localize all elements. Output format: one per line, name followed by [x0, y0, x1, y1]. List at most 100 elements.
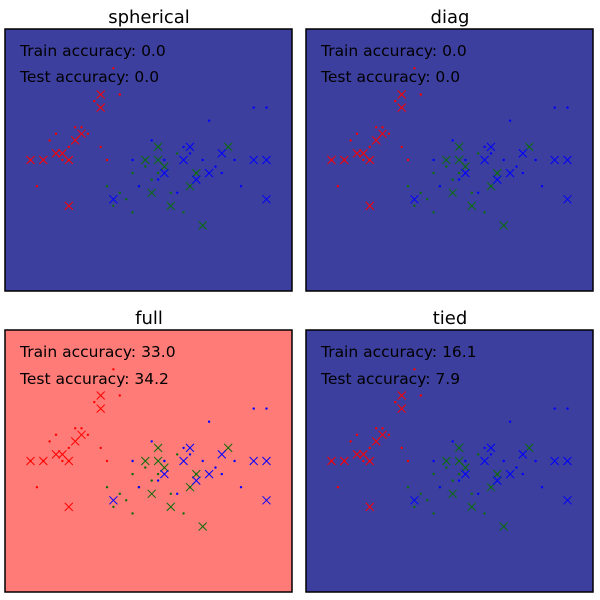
- train-point: [35, 486, 39, 489]
- train-point: [426, 198, 429, 201]
- test-point: [140, 456, 150, 466]
- test-point: [153, 443, 163, 453]
- test-point: [448, 188, 458, 198]
- test-point: [461, 168, 470, 178]
- train-point: [112, 368, 115, 371]
- train-point: [67, 145, 71, 149]
- train-point: [394, 400, 397, 404]
- train-point: [118, 191, 122, 194]
- test-point: [160, 463, 169, 472]
- train-point: [406, 185, 410, 188]
- test-point: [410, 194, 419, 204]
- train-point: [368, 446, 371, 450]
- marks-layer: [26, 368, 271, 531]
- train-point: [207, 119, 211, 122]
- test-point: [454, 142, 464, 152]
- train-point: [163, 459, 166, 463]
- train-point: [137, 185, 141, 188]
- train-point: [182, 145, 185, 149]
- train-point: [176, 191, 179, 194]
- train-point: [48, 440, 51, 443]
- test-point: [550, 155, 560, 165]
- test-point: [64, 502, 74, 512]
- test-point: [480, 155, 489, 165]
- test-point: [352, 450, 362, 459]
- train-point: [150, 479, 153, 482]
- train-point: [169, 191, 172, 194]
- marks-layer: [26, 67, 271, 230]
- test-point: [140, 155, 150, 165]
- train-point: [362, 459, 365, 463]
- train-point: [214, 165, 217, 168]
- train-point: [61, 459, 64, 463]
- test-point: [441, 155, 451, 165]
- train-point: [432, 512, 435, 515]
- train-point: [131, 512, 134, 515]
- test-point: [461, 463, 470, 472]
- test-point: [397, 90, 407, 99]
- test-accuracy-label: Test accuracy: 34.2: [19, 370, 169, 388]
- test-point: [185, 443, 195, 453]
- test-point: [38, 456, 48, 466]
- test-point: [518, 149, 528, 158]
- test-point: [505, 469, 515, 479]
- train-point: [137, 486, 141, 489]
- train-point: [118, 394, 122, 397]
- train-point: [470, 492, 473, 495]
- test-point: [397, 404, 407, 413]
- train-point: [470, 191, 473, 194]
- test-point: [365, 155, 375, 165]
- panel-diag: diag Train accuracy: 0.0 Test accuracy: …: [305, 7, 594, 292]
- train-point: [233, 158, 236, 162]
- test-point: [166, 201, 176, 211]
- train-point: [182, 446, 185, 450]
- test-point: [492, 476, 502, 485]
- train-point: [99, 446, 102, 450]
- train-point: [188, 453, 192, 456]
- test-point: [262, 194, 271, 204]
- train-point: [131, 459, 134, 463]
- test-point: [191, 175, 201, 184]
- train-point: [477, 492, 480, 495]
- train-point: [534, 459, 537, 463]
- train-point: [419, 191, 422, 194]
- train-point: [451, 139, 454, 142]
- train-point: [112, 67, 115, 70]
- test-point: [518, 450, 528, 459]
- train-point: [457, 171, 461, 175]
- train-point: [432, 472, 435, 476]
- train-point: [438, 486, 442, 489]
- test-point: [397, 391, 407, 400]
- train-point: [150, 139, 153, 142]
- test-point: [51, 450, 61, 459]
- test-point: [563, 194, 572, 204]
- train-point: [349, 139, 352, 142]
- train-point: [477, 152, 480, 155]
- train-point: [432, 211, 435, 214]
- train-point: [125, 499, 128, 502]
- test-point: [365, 502, 375, 512]
- train-point: [540, 486, 544, 489]
- train-point: [74, 427, 77, 430]
- test-point: [365, 201, 375, 211]
- train-accuracy-label: Train accuracy: 0.0: [320, 42, 467, 60]
- train-point: [74, 126, 77, 129]
- train-point: [483, 145, 486, 149]
- test-accuracy-label: Test accuracy: 0.0: [19, 68, 159, 86]
- train-point: [413, 67, 416, 70]
- train-point: [176, 152, 179, 155]
- test-point: [410, 495, 419, 505]
- train-point: [176, 492, 179, 495]
- train-point: [432, 459, 435, 463]
- train-point: [432, 158, 435, 162]
- test-point: [147, 188, 157, 198]
- train-point: [521, 171, 524, 175]
- test-point: [217, 149, 227, 158]
- train-point: [93, 99, 96, 103]
- train-point: [93, 400, 96, 404]
- test-point: [365, 456, 375, 466]
- train-point: [105, 459, 109, 463]
- test-point: [179, 155, 188, 165]
- train-point: [156, 178, 160, 181]
- test-point: [397, 103, 407, 112]
